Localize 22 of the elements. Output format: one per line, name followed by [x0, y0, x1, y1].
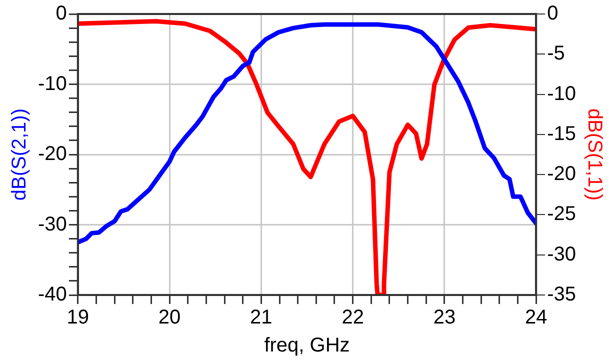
y2-tick-label: -5	[547, 42, 565, 65]
y-tick-label: -30	[38, 213, 67, 236]
x-axis-title: freq, GHz	[264, 334, 350, 357]
y2-tick-label: 0	[547, 2, 558, 25]
x-tick-label: 24	[524, 306, 548, 329]
x-tick-label: 19	[66, 306, 90, 329]
y-axis-title: dB(S(2,1))	[8, 108, 31, 201]
y2-tick-label: -25	[547, 203, 576, 226]
y-tick-label: -40	[38, 284, 67, 306]
y2-tick-label: -35	[547, 284, 576, 306]
y2-axis-title: dB(S(1,1))	[583, 108, 606, 201]
x-tick-label: 23	[433, 306, 456, 329]
x-tick-label: 21	[250, 306, 272, 329]
x-tick-label: 20	[158, 306, 181, 329]
y-tick-label: -10	[38, 72, 67, 95]
y2-tick-label: -30	[547, 243, 576, 266]
y-tick-label: 0	[56, 2, 67, 25]
y2-tick-label: -10	[547, 82, 576, 105]
x-tick-label: 22	[342, 306, 364, 329]
y2-tick-label: -15	[547, 122, 576, 145]
y-tick-label: -20	[38, 143, 67, 166]
y2-tick-label: -20	[547, 163, 576, 186]
